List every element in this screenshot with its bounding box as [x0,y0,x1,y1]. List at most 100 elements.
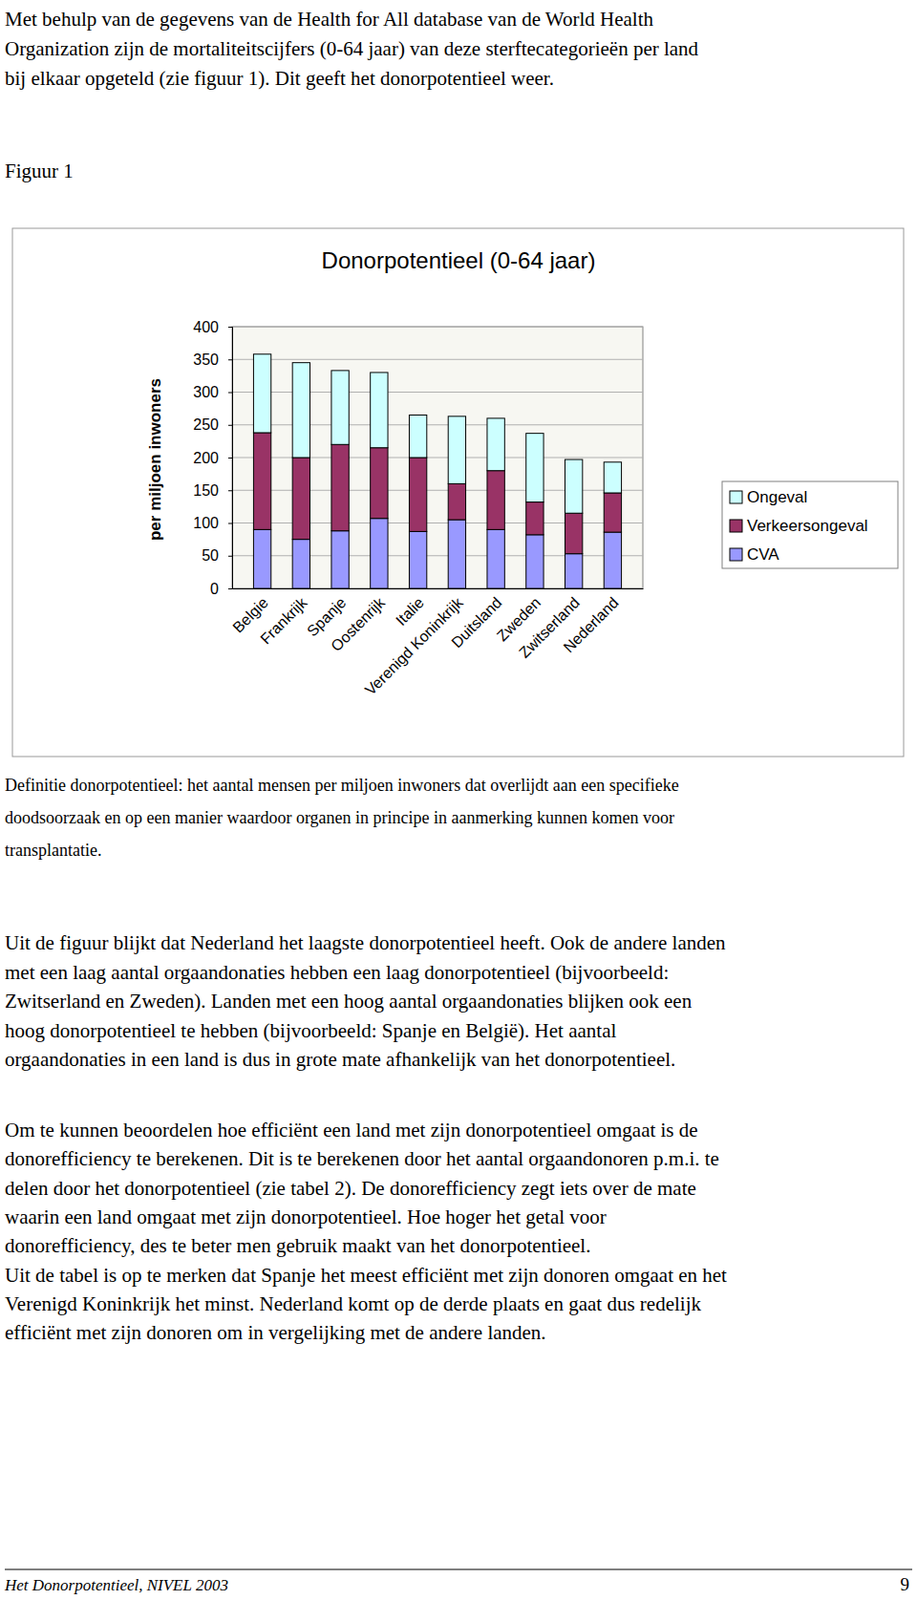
series [253,354,621,513]
paragraph-line: met een laag aantal orgaandonaties hebbe… [4,960,669,984]
tick-mark [228,457,233,459]
paragraph-line: doodsoorzaak en op een manier waardoor o… [4,808,675,828]
tick-mark [228,490,233,491]
tick: Frankrijk [256,588,311,647]
paragraph-line: delen door het donorpotentieel (zie tabe… [4,1176,697,1200]
legend: Ongeval Verkeersongeval CVA [722,481,898,569]
tick: 100 [192,514,233,532]
paragraph-line: transplantatie. [4,840,102,860]
bar [564,459,582,513]
bar [331,370,349,445]
bar [447,519,466,589]
tick-label: 0 [210,580,219,598]
tick: Oostenrijk [327,588,389,655]
chart-title: Donorpotentieel (0-64 jaar) [321,247,597,274]
paragraph-line: donorefficiency, des te beter men gebrui… [4,1234,591,1258]
bar [603,462,621,493]
bar [408,457,427,532]
legend-label: Verkeersongeval [746,516,869,535]
chart: Donorpotentieel (0-64 jaar) 0 50 100 150 200 2… [12,228,904,757]
tick-mark [228,425,233,427]
tick-label: Frankrijk [256,593,311,647]
bar [603,532,621,589]
bar [253,432,271,530]
tick: Italie [392,588,427,629]
tick-label: Duitsland [447,594,505,651]
tick: 300 [192,383,233,401]
figure-label: Figuur 1 [4,159,74,183]
grid-line [232,359,643,361]
bar [253,354,271,433]
tick-label: 400 [192,319,219,336]
tick: Nederland [559,588,621,656]
bar [408,414,427,458]
bar [292,362,310,458]
bar [526,502,544,535]
tick-mark [228,523,233,525]
paragraph-line: Definitie donorpotentieel: het aantal me… [4,775,680,795]
bar [526,433,544,503]
bar [331,444,349,531]
tick-label: 150 [192,482,219,499]
paragraph-line: Met behulp van de gegevens van de Health… [4,7,655,31]
page-number: 9 [900,1574,911,1595]
x-axis: BelgieFrankrijkSpanjeOostenrijkItalieVer… [229,588,643,699]
tick-label: 300 [192,383,219,401]
paragraph-line: Verenigd Koninkrijk het minst. Nederland… [4,1292,702,1316]
grid-line [232,326,643,328]
legend-swatch [729,519,743,533]
grid [232,326,643,589]
bar [370,518,388,589]
paragraph-line: Uit de figuur blijkt dat Nederland het l… [4,931,726,955]
axis-title: per miljoen inwoners [146,378,165,541]
paragraph-line: Zwitserland en Zweden). Landen met een h… [4,989,693,1013]
tick: 150 [192,482,233,499]
tick-mark [228,588,233,590]
bar [447,483,466,520]
tick: 0 [210,580,233,598]
paragraph-line: bij elkaar opgeteld (zie figuur 1). Dit … [4,66,555,90]
tick-label: 100 [192,514,219,532]
tick-label: 200 [192,449,219,467]
bar [526,534,544,589]
tick-mark [228,392,233,394]
bar [603,492,621,533]
bar [564,512,582,554]
bar [487,529,505,589]
paragraph-line: orgaandonaties in een land is dus in gro… [4,1047,676,1071]
tick: 350 [192,351,233,368]
bar [370,372,388,448]
tick: 400 [192,319,233,336]
legend-swatch [729,548,743,561]
legend-box [722,481,898,569]
axis-line [228,327,234,590]
tick-label: 350 [192,351,219,368]
bar [292,539,310,589]
chart-frame [12,228,904,757]
paragraph-line: hoog donorpotentieel te hebben (bijvoorb… [4,1019,617,1043]
tick-mark [228,555,233,557]
bar [564,554,582,589]
tick-label: 50 [201,547,219,564]
tick-mark [228,359,233,361]
paragraph-line: Uit de tabel is op te merken dat Spanje … [4,1263,727,1287]
bar [487,470,505,531]
page: Met behulp van de gegevens van de Health… [0,0,917,1600]
bars [253,354,621,589]
tick: 250 [192,416,233,433]
tick-label: 250 [192,416,219,433]
tick: 50 [201,547,233,564]
bar [487,418,505,471]
bar [292,457,310,540]
tick-label: Oostenrijk [327,593,389,655]
tick-label: Nederland [559,594,621,656]
legend-label: Ongeval [746,488,808,507]
axis-line [233,588,644,590]
tick: Verenigd Koninkrijk [362,588,468,699]
tick: Duitsland [447,588,505,651]
paragraph-line: Om te kunnen beoordelen hoe efficiënt ee… [4,1118,699,1142]
legend-swatch [729,490,743,504]
legend-label: CVA [746,545,780,564]
bar [370,447,388,519]
paragraph-line: efficiënt met zijn donoren om in vergeli… [4,1321,547,1344]
